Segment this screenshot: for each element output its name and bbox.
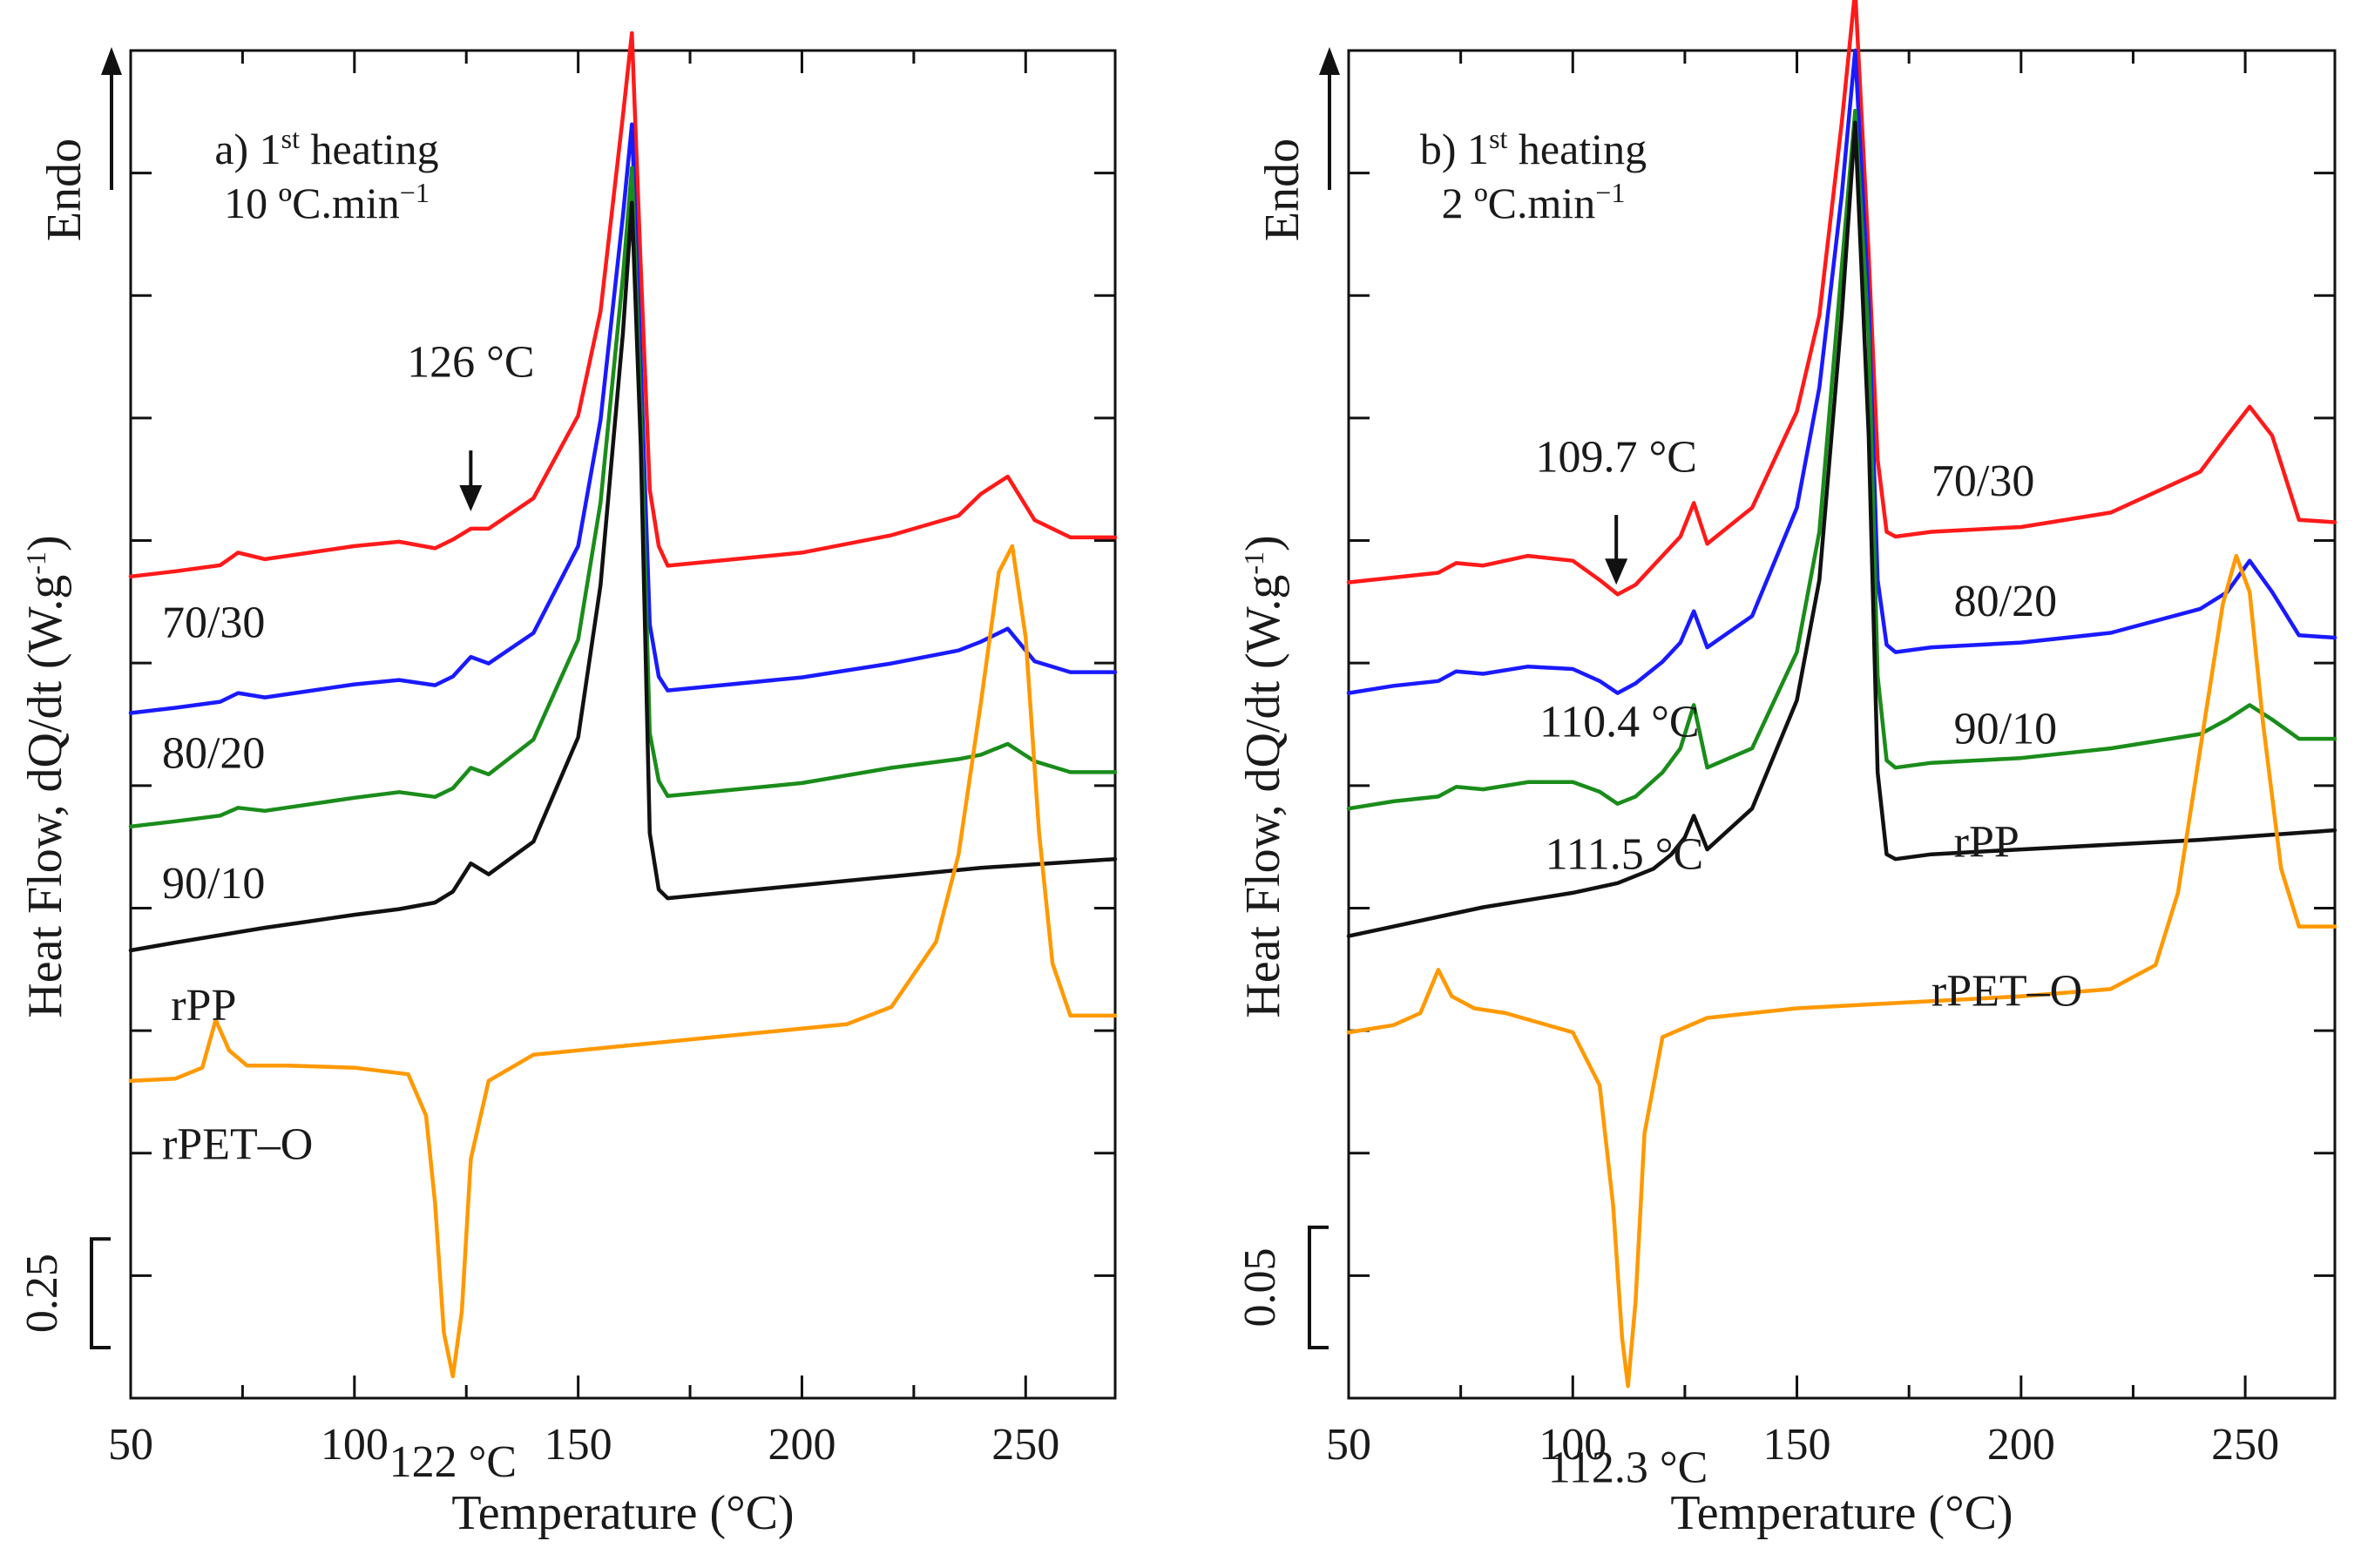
series-label: 80/20 (162, 728, 265, 778)
annotation-arrow-head (459, 484, 483, 511)
superscript: st (1489, 123, 1507, 154)
series-label: rPP (1954, 817, 2019, 867)
scale-bar-label: 0.25 (17, 1254, 67, 1333)
series-line-rPP (1346, 120, 2337, 938)
endo-label: Endo (37, 139, 91, 241)
scale-bar-label: 0.05 (1235, 1247, 1285, 1327)
peak-annotation: 110.4 °C (1539, 697, 1700, 747)
series-label: rPP (171, 981, 236, 1031)
series-line-8020 (1346, 48, 2337, 695)
peak-annotation: 126 °C (407, 337, 534, 387)
annotation-arrow-head (1605, 558, 1628, 585)
series-line-rPETO (128, 544, 1118, 1379)
x-axis: 50 100 150 200 250 (108, 51, 1059, 1470)
plot-frame (1347, 49, 2337, 1400)
series-label: 90/10 (162, 859, 265, 909)
x-tick-label: 50 (1326, 1420, 1371, 1470)
endo-label: Endo (1255, 139, 1309, 241)
series-group (1346, 0, 2337, 1389)
x-axis-label: Temperature (°C) (1670, 1486, 2013, 1540)
scale-bar: 0.25 (17, 1237, 111, 1349)
superscript: -1 (20, 551, 51, 575)
peak-annotation: 112.3 °C (1548, 1443, 1708, 1493)
text-part: heating (300, 125, 439, 173)
panel-a: 50 100 150 200 250 Temperature (°C) Heat Flow,… (17, 30, 1118, 1540)
x-tick-label: 200 (1987, 1420, 2055, 1470)
series-label: 70/30 (162, 598, 265, 648)
x-tick-label: 250 (991, 1420, 1059, 1470)
x-tick-label: 200 (768, 1420, 835, 1470)
superscript: st (281, 123, 300, 154)
text-part: 10 ºC.min (224, 179, 400, 227)
plot-frame (129, 49, 1117, 1400)
x-axis-label: Temperature (°C) (451, 1486, 794, 1540)
x-tick-label: 100 (321, 1420, 389, 1470)
text-part: Heat Flow, dQ/dt (W.g (1236, 575, 1290, 1018)
x-tick-label: 250 (2211, 1420, 2279, 1470)
y-axis (1349, 172, 2335, 1277)
series-line-9010 (128, 166, 1118, 829)
series-label: 80/20 (1954, 577, 2057, 626)
x-axis: 50 100 150 200 250 (1326, 51, 2279, 1470)
series-line-9010 (1346, 108, 2337, 811)
series-group (128, 30, 1118, 1379)
text-part: b) 1 (1420, 125, 1489, 173)
series-line-rPETO (1346, 553, 2337, 1389)
panel-title-line2: 10 ºC.min−1 (224, 177, 430, 227)
text-part: ) (18, 535, 72, 551)
series-label: 90/10 (1954, 705, 2057, 754)
endo-arrow-head (101, 47, 122, 75)
peak-annotation: 111.5 °C (1546, 829, 1704, 879)
series-line-8020 (128, 122, 1118, 715)
panel-b: 50 100 150 200 250 Temperature (°C) Heat Flow,… (1235, 0, 2337, 1540)
superscript: -1 (1238, 551, 1269, 575)
series-line-7030 (128, 30, 1118, 579)
series-line-7030 (1346, 0, 2337, 597)
text-part: Heat Flow, dQ/dt (W.g (18, 575, 72, 1018)
text-part: ) (1236, 535, 1290, 551)
text-part: heating (1507, 125, 1647, 173)
peak-annotation: 109.7 °C (1535, 432, 1696, 482)
series-label: 70/30 (1931, 456, 2034, 506)
y-axis-label: Heat Flow, dQ/dt (W.g-1) (18, 535, 72, 1017)
series-label: rPET–O (1931, 967, 2082, 1017)
y-axis (131, 172, 1115, 1277)
peak-annotation: 122 °C (389, 1437, 517, 1487)
panel-title-line1: b) 1st heating (1420, 123, 1647, 173)
scale-bar: 0.05 (1235, 1225, 1329, 1349)
y-axis-label: Heat Flow, dQ/dt (W.g-1) (1236, 535, 1290, 1017)
x-tick-label: 50 (108, 1420, 153, 1470)
x-tick-label: 150 (545, 1420, 612, 1470)
x-tick-label: 100 (1539, 1420, 1607, 1470)
endo-arrow-head (1319, 47, 1340, 75)
series-label: rPET–O (162, 1120, 313, 1170)
series-line-rPP (128, 200, 1118, 953)
x-tick-label: 150 (1763, 1420, 1831, 1470)
panel-title-line2: 2 ºC.min−1 (1442, 177, 1626, 227)
text-part: a) 1 (214, 125, 281, 173)
panel-title-line1: a) 1st heating (214, 123, 438, 173)
superscript: −1 (400, 177, 430, 208)
superscript: −1 (1595, 177, 1625, 208)
text-part: 2 ºC.min (1442, 179, 1596, 227)
